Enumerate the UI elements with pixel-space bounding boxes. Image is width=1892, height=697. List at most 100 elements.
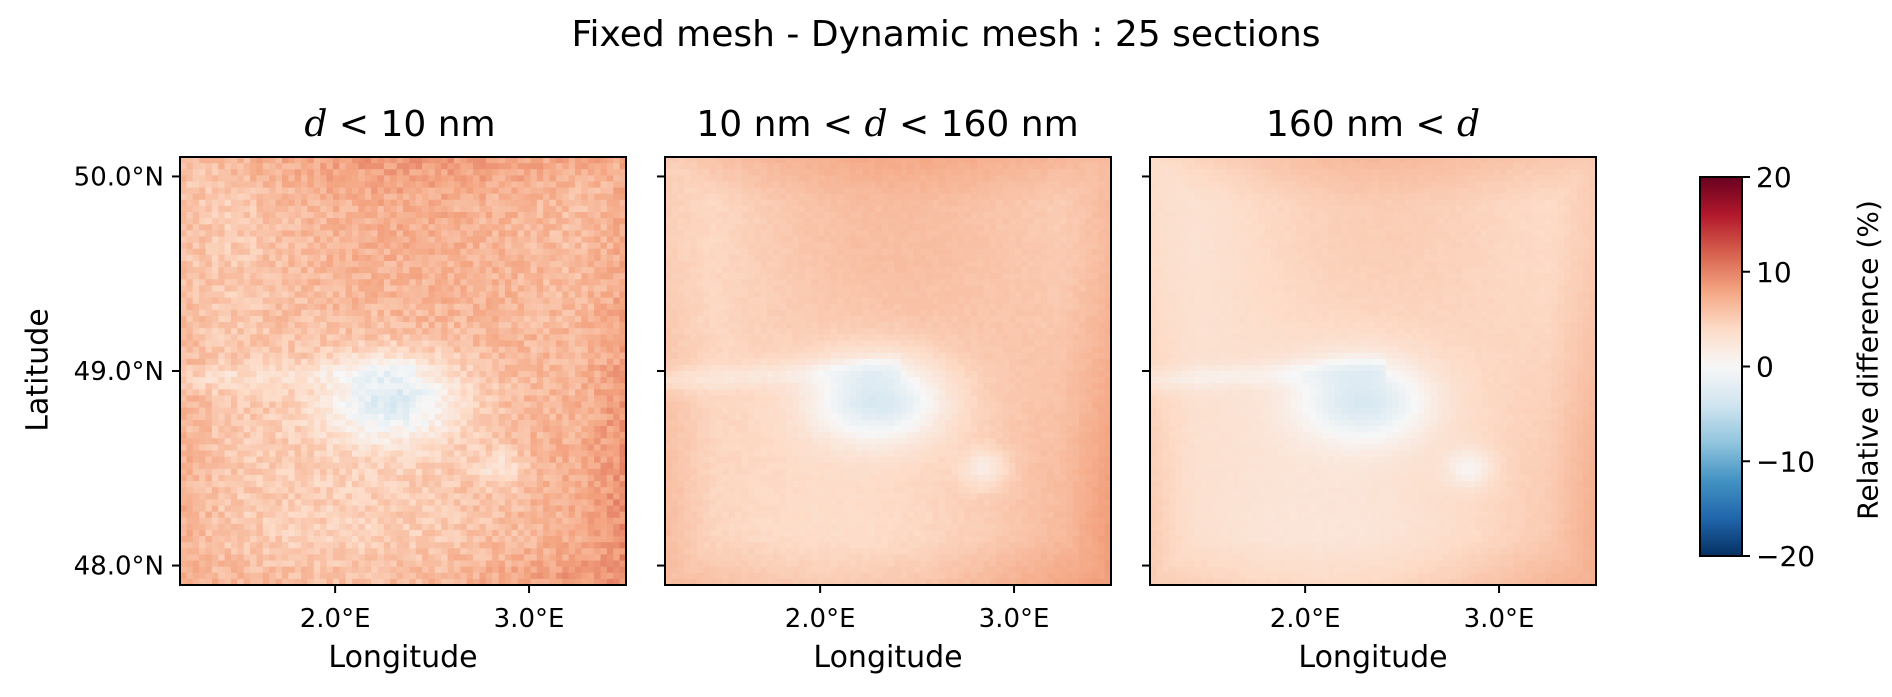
heatmap-cell (594, 474, 602, 482)
heatmap-cell (460, 432, 468, 439)
heatmap-cell (613, 163, 621, 170)
heatmap-cell (281, 511, 289, 519)
heatmap-cell (600, 175, 608, 183)
heatmap-cell (543, 315, 551, 323)
heatmap-cell (313, 401, 321, 409)
heatmap-cell (543, 273, 551, 280)
heatmap-cell (511, 499, 519, 507)
heatmap-cell (205, 267, 213, 274)
heatmap-cell (230, 481, 238, 488)
heatmap-cell (250, 218, 258, 225)
heatmap-cell (530, 456, 538, 464)
heatmap-cell (511, 542, 519, 549)
heatmap-cell (345, 199, 353, 207)
heatmap-cell (671, 175, 679, 183)
heatmap-cell (192, 444, 200, 452)
heatmap-cell (192, 364, 200, 372)
heatmap-cell (377, 163, 385, 170)
heatmap-cell (536, 450, 544, 458)
heatmap-cell (466, 315, 474, 323)
heatmap-cell (269, 364, 277, 372)
heatmap-cell (320, 248, 328, 256)
heatmap-cell (530, 242, 538, 250)
heatmap-cell (460, 273, 468, 280)
heatmap-cell (211, 358, 219, 366)
heatmap-cell (218, 193, 226, 201)
heatmap-cell (422, 279, 430, 286)
heatmap-cell (543, 193, 551, 201)
heatmap-cell (332, 364, 340, 372)
heatmap-cell (352, 493, 359, 500)
heatmap-cell (422, 254, 430, 262)
heatmap-cell (352, 340, 359, 348)
heatmap-cell (536, 279, 544, 286)
heatmap-cell (332, 432, 340, 439)
heatmap-cell (536, 291, 544, 299)
heatmap-cell (218, 432, 226, 439)
heatmap-cell (466, 560, 474, 568)
heatmap-cell (504, 474, 512, 482)
heatmap-cell (294, 285, 302, 293)
heatmap-cell (256, 236, 264, 244)
heatmap-cell (562, 542, 570, 549)
heatmap-cell (186, 419, 194, 427)
heatmap-cell (422, 554, 430, 562)
heatmap-cell (180, 205, 187, 213)
heatmap-cell (441, 505, 449, 513)
heatmap-cell (619, 578, 627, 586)
heatmap-cell (453, 407, 461, 415)
heatmap-cell (205, 224, 213, 231)
heatmap-cell (313, 511, 321, 519)
heatmap-cell (371, 572, 379, 580)
heatmap-cell (606, 254, 614, 262)
heatmap-cell (307, 432, 315, 439)
heatmap-cell (511, 187, 519, 195)
heatmap-cell (511, 175, 519, 183)
heatmap-cell (447, 340, 455, 348)
heatmap-cell (606, 260, 614, 268)
heatmap-cell (352, 578, 359, 586)
heatmap-cell (543, 169, 551, 176)
heatmap-cell (390, 499, 398, 507)
heatmap-cell (339, 542, 347, 549)
heatmap-cell (352, 371, 359, 378)
heatmap-cell (587, 536, 595, 543)
heatmap-cell (180, 364, 187, 372)
heatmap-cell (536, 529, 544, 537)
heatmap-cell (492, 578, 500, 586)
heatmap-cell (326, 297, 334, 305)
heatmap-cell (192, 499, 200, 507)
heatmap-cell (320, 181, 328, 189)
heatmap-cell (339, 340, 347, 348)
heatmap-cell (332, 230, 340, 238)
heatmap-cell (594, 163, 602, 170)
heatmap-cell (479, 340, 487, 348)
heatmap-cell (562, 419, 570, 427)
heatmap-cell (536, 157, 544, 164)
heatmap-cell (575, 175, 582, 183)
heatmap-cell (434, 212, 442, 219)
heatmap-cell (313, 444, 321, 452)
heatmap-cell (383, 529, 391, 537)
heatmap-cell (332, 157, 340, 164)
heatmap-cell (575, 419, 582, 427)
heatmap-cell (352, 163, 359, 170)
heatmap-cell (320, 322, 328, 329)
heatmap-cell (211, 285, 219, 293)
heatmap-cell (403, 383, 410, 390)
heatmap-cell (619, 273, 627, 280)
heatmap-cell (441, 309, 449, 317)
heatmap-cell (205, 548, 213, 556)
heatmap-cell (492, 230, 500, 238)
heatmap-cell (441, 267, 449, 274)
heatmap-cell (453, 456, 461, 464)
heatmap-cell (524, 230, 532, 238)
heatmap-cell (581, 554, 589, 562)
heatmap-cell (237, 419, 245, 427)
heatmap-cell (288, 346, 296, 354)
heatmap-cell (562, 224, 570, 231)
heatmap-cell (581, 383, 589, 390)
panel-2-title: 10 nm < d < 160 nm (665, 104, 1110, 145)
heatmap-cell (269, 212, 277, 219)
heatmap-cell (237, 487, 245, 494)
